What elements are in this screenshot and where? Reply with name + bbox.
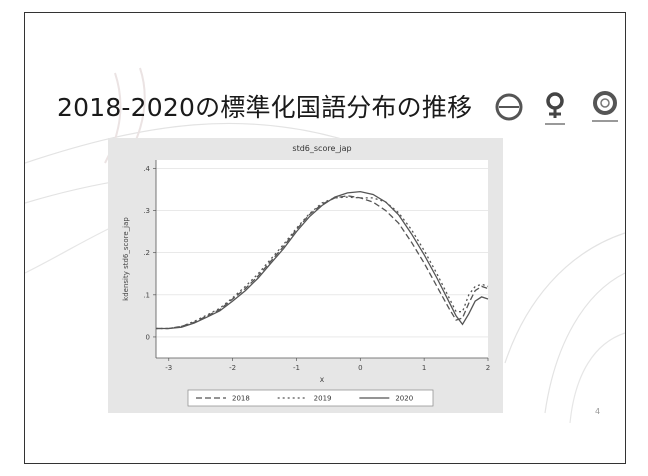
y-tick-label: .4: [143, 165, 150, 173]
decorative-swirls: [25, 67, 625, 424]
density-chart: std6_score_jap 0 .1 .2 .3 .4 -3 -2 -1 0 1 2 x kdensit…: [122, 144, 490, 407]
legend-label: 2018: [232, 395, 250, 403]
keyhole-logo-icon: [545, 92, 565, 125]
x-axis-label: x: [320, 375, 325, 384]
x-tick-label: -1: [293, 364, 300, 372]
x-tick-label: 0: [358, 364, 362, 372]
ring-logo-icon: [592, 91, 618, 122]
y-tick-label: .3: [143, 207, 150, 215]
legend-label: 2020: [395, 395, 413, 403]
y-tick-label: .2: [143, 249, 150, 257]
legend-label: 2019: [314, 395, 332, 403]
legend-box: [187, 389, 434, 407]
plot-area: [156, 160, 488, 358]
slide-frame: 2018-2020の標準化国語分布の推移 std6_score_jap 0 .1 .2…: [24, 12, 626, 464]
y-axis-label: kdensity std6_score_jap: [122, 217, 130, 301]
logo-group: [495, 91, 618, 125]
series-line-2020: [156, 190, 489, 330]
series-line-2019: [156, 196, 489, 330]
x-tick-label: 1: [422, 364, 426, 372]
chart-title: std6_score_jap: [292, 144, 351, 153]
chart-container: std6_score_jap 0 .1 .2 .3 .4 -3 -2 -1 0 1 2 x kdensit…: [108, 138, 503, 413]
y-tick-label: .1: [143, 291, 150, 299]
y-tick-label: 0: [146, 333, 150, 341]
page-number: 4: [595, 407, 601, 416]
circular-emblem-icon: [495, 93, 523, 121]
x-tick-label: -2: [229, 364, 236, 372]
slide-title: 2018-2020の標準化国語分布の推移: [57, 93, 473, 122]
x-tick-label: 2: [486, 364, 490, 372]
x-tick-label: -3: [165, 364, 172, 372]
